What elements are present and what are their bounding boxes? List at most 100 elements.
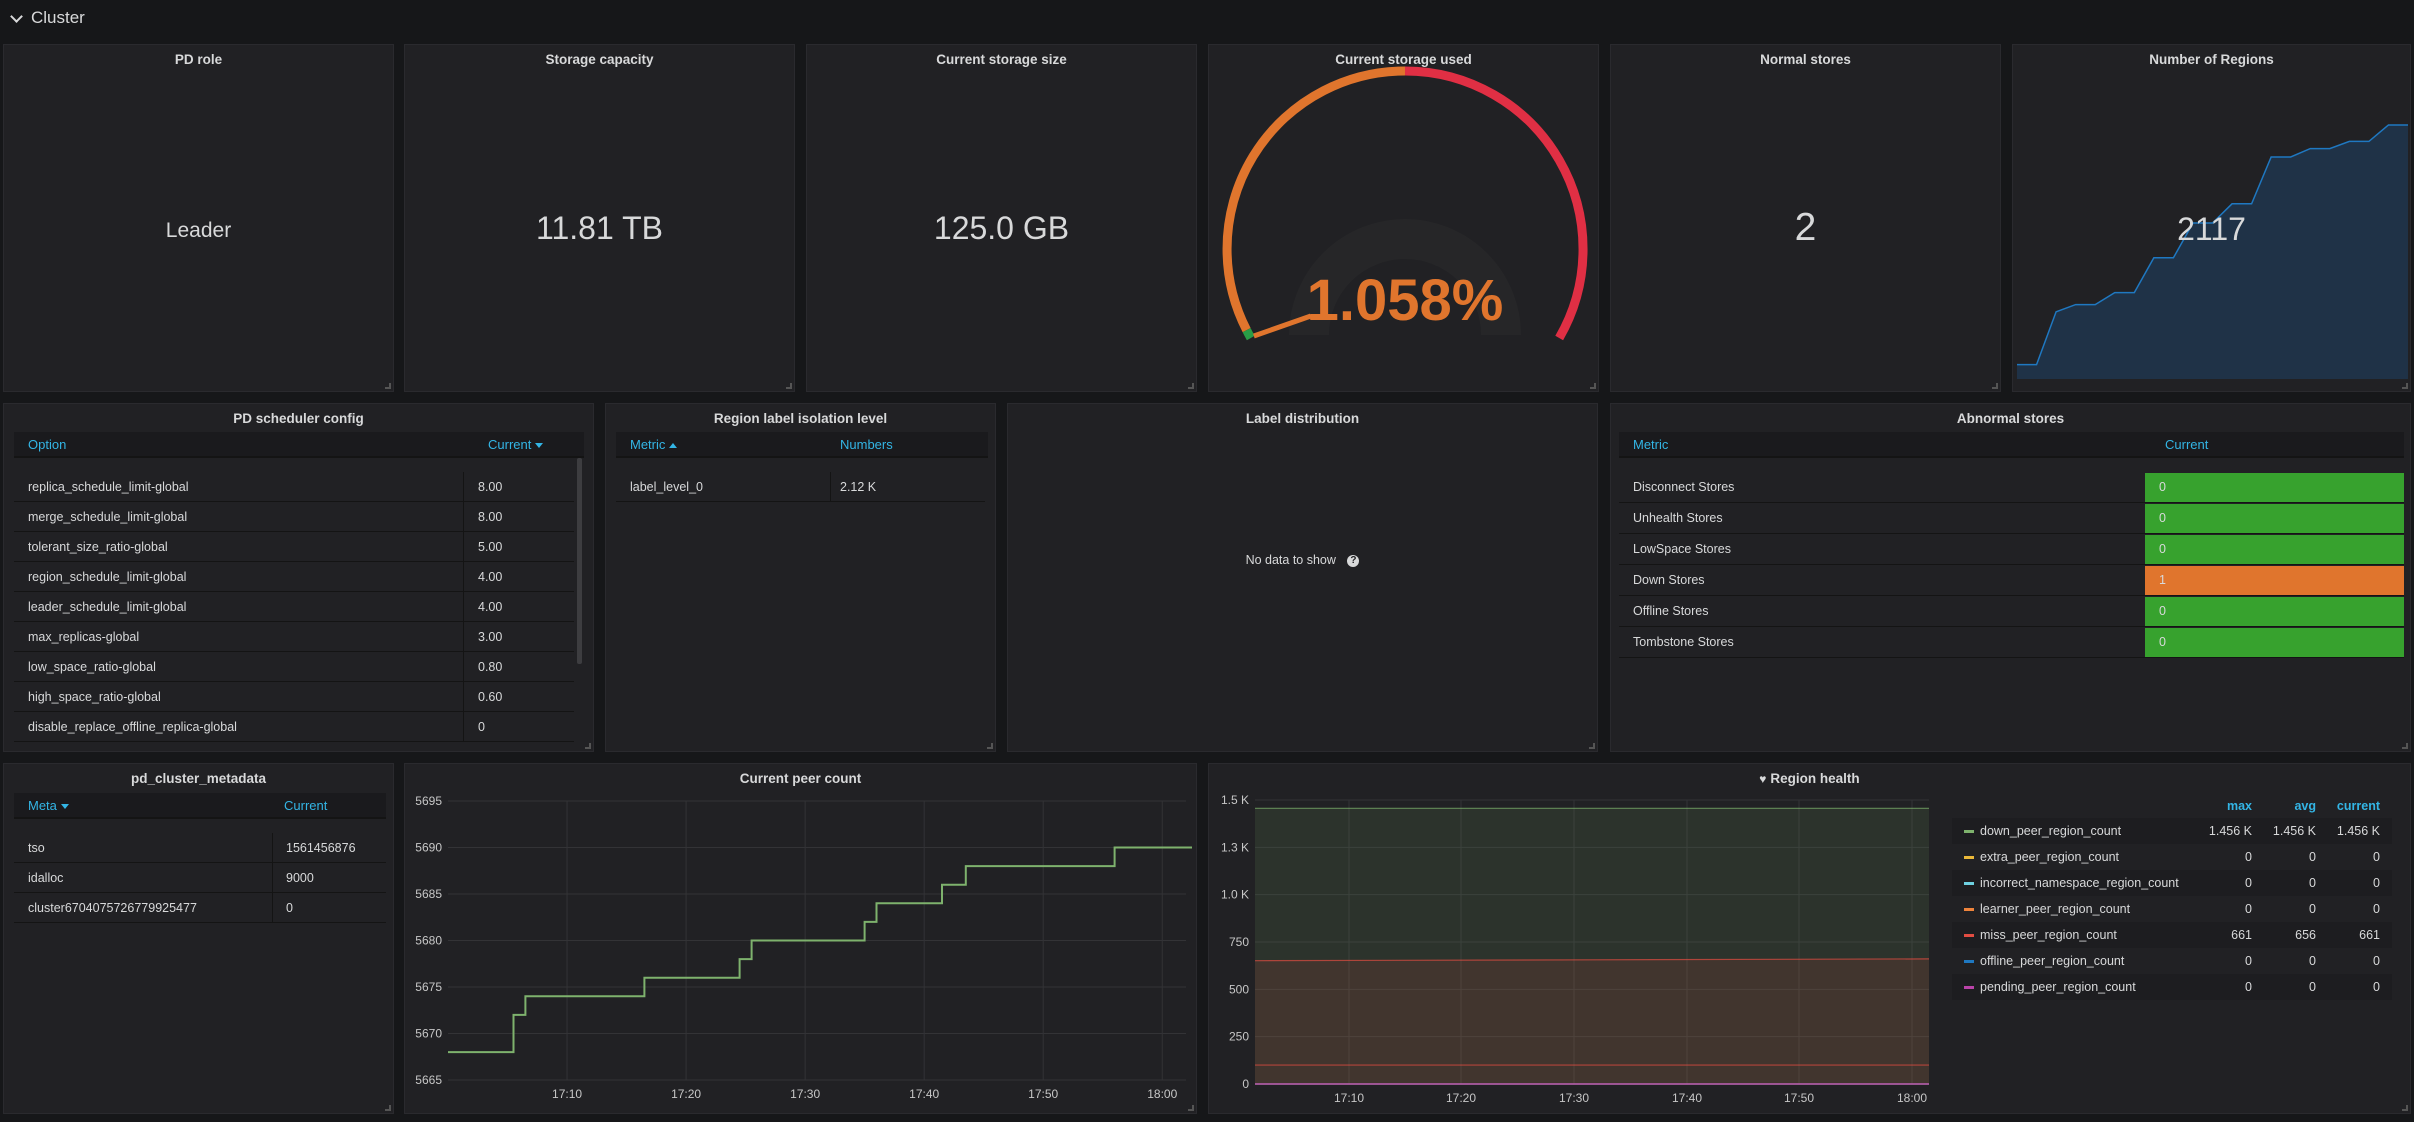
legend-item[interactable]: miss_peer_region_count 661 656 661 [1952, 922, 2392, 948]
legend-rows: down_peer_region_count 1.456 K 1.456 K 1.45… [1952, 818, 2392, 1008]
cell-current: 1561456876 [286, 841, 356, 855]
cell-option: disable_replace_offline_replica-global [28, 720, 237, 734]
current-storage-used-panel: Current storage used 1.058% [1208, 44, 1599, 392]
header-label: Numbers [840, 437, 893, 452]
gauge-inner-background [1289, 219, 1521, 336]
header-option[interactable]: Option [14, 432, 66, 458]
legend-header-max[interactable]: max [2226, 799, 2252, 813]
panel-title[interactable]: Storage capacity [545, 52, 654, 67]
legend-item[interactable]: incorrect_namespace_region_count 0 0 0 [1952, 870, 2392, 896]
header-metric[interactable]: Metric [1619, 432, 1668, 458]
cell-option: low_space_ratio-global [28, 660, 156, 674]
column-divider [463, 502, 464, 531]
legend-header-current[interactable]: current [2336, 799, 2380, 813]
current-storage-used-value: 1.058% [1306, 268, 1504, 333]
cell-current: 0 [286, 901, 293, 915]
header-numbers[interactable]: Numbers [826, 432, 893, 458]
cell-current: 8.00 [478, 480, 503, 494]
header-meta[interactable]: Meta [14, 793, 69, 819]
cell-meta: tso [28, 841, 45, 855]
cell-metric: Tombstone Stores [1633, 635, 1734, 649]
cell-current: 0 [478, 720, 485, 734]
question-circle-icon[interactable]: ? [1347, 554, 1360, 567]
legend-swatch [1964, 882, 1974, 885]
resize-handle[interactable] [1188, 1105, 1194, 1111]
panel-title[interactable]: Label distribution [1245, 411, 1360, 426]
storage-capacity-value: 11.81 TB [536, 210, 663, 246]
legend-header-avg[interactable]: avg [2294, 799, 2316, 813]
y-tick-label: 5690 [415, 841, 442, 855]
resize-handle[interactable] [987, 743, 993, 749]
table-row: replica_schedule_limit-global 8.00 [14, 472, 574, 502]
resize-handle[interactable] [1992, 383, 1998, 389]
series-area [1255, 958, 1929, 1084]
table-row: LowSpace Stores 0 [1619, 534, 2404, 565]
resize-handle[interactable] [2402, 743, 2408, 749]
table-row: idalloc 9000 [14, 863, 386, 893]
cell-option: tolerant_size_ratio-global [28, 540, 168, 554]
cluster-row-header[interactable]: Cluster [0, 0, 2414, 36]
panel-title[interactable]: Normal stores [1760, 52, 1851, 67]
table-body: replica_schedule_limit-global 8.00 merge_s… [14, 472, 574, 750]
header-metric[interactable]: Metric [616, 432, 678, 458]
region-health-panel: ♥ Region health 0 250 500 750 1.0 K 1.3 K 1.5 K… [1208, 763, 2411, 1114]
panel-title[interactable]: PD scheduler config [233, 411, 364, 426]
table-row: high_space_ratio-global 0.60 [14, 682, 574, 712]
number-of-regions-panel: Number of Regions 2117 [2012, 44, 2411, 392]
resize-handle[interactable] [385, 383, 391, 389]
panel-title[interactable]: Number of Regions [2149, 52, 2274, 67]
legend-value-avg: 0 [2309, 850, 2316, 864]
panel-title[interactable]: Current storage size [936, 52, 1067, 67]
scrollbar[interactable] [577, 458, 582, 664]
legend-value-avg: 0 [2309, 954, 2316, 968]
y-tick-label: 250 [1229, 1030, 1249, 1044]
panel-title[interactable]: ♥ Region health [1209, 764, 2410, 794]
legend-series-name: offline_peer_region_count [1980, 954, 2125, 968]
resize-handle[interactable] [1188, 383, 1194, 389]
cell-current: 3.00 [478, 630, 503, 644]
series-area [1255, 808, 1929, 1084]
resize-handle[interactable] [1589, 743, 1595, 749]
cell-meta: cluster6704075726779925477 [28, 901, 197, 915]
panel-title[interactable]: pd_cluster_metadata [130, 771, 267, 786]
header-label: Current [284, 798, 328, 813]
panel-title[interactable]: PD role [174, 52, 223, 67]
panel-title[interactable]: Current storage used [1335, 52, 1472, 67]
no-data-text: No data to show [1245, 553, 1336, 567]
legend-item[interactable]: down_peer_region_count 1.456 K 1.456 K 1.45… [1952, 818, 2392, 844]
sparkline-area [2017, 124, 2408, 380]
table-row: max_replicas-global 3.00 [14, 622, 574, 652]
chevron-down-icon[interactable] [10, 9, 23, 23]
resize-handle[interactable] [786, 383, 792, 389]
storage-capacity-panel: Storage capacity 11.81 TB [404, 44, 795, 392]
cell-metric: Unhealth Stores [1633, 511, 1723, 525]
header-current[interactable]: Current [2151, 432, 2208, 458]
current-peer-count-panel: Current peer count 5665 5670 5675 5680 5685 5… [404, 763, 1197, 1114]
legend-item[interactable]: pending_peer_region_count 0 0 0 [1952, 974, 2392, 1000]
resize-handle[interactable] [2402, 383, 2408, 389]
column-divider [463, 682, 464, 711]
resize-handle[interactable] [2402, 1105, 2408, 1111]
x-tick-label: 18:00 [1897, 1091, 1927, 1105]
panel-title[interactable]: Current peer count [739, 771, 862, 786]
resize-handle[interactable] [1590, 383, 1596, 389]
table-row: low_space_ratio-global 0.80 [14, 652, 574, 682]
cell-metric: Down Stores [1633, 573, 1705, 587]
resize-handle[interactable] [385, 1105, 391, 1111]
cell-current: 8.00 [478, 510, 503, 524]
cell-current: 0 [2145, 597, 2404, 626]
header-label: Metric [1633, 437, 1669, 452]
legend-item[interactable]: offline_peer_region_count 0 0 0 [1952, 948, 2392, 974]
header-current[interactable]: Current [474, 432, 544, 458]
legend-item[interactable]: learner_peer_region_count 0 0 0 [1952, 896, 2392, 922]
header-current[interactable]: Current [270, 793, 327, 819]
panel-title[interactable]: Region label isolation level [713, 411, 888, 426]
region-health-chart: 0 250 500 750 1.0 K 1.3 K 1.5 K 17:10 17:20 17:30… [1221, 793, 1930, 1105]
legend-item[interactable]: extra_peer_region_count 0 0 0 [1952, 844, 2392, 870]
x-tick-label: 17:30 [1559, 1091, 1589, 1105]
pd-scheduler-config-panel: PD scheduler config Option Current repli… [3, 403, 594, 752]
table-body: Disconnect Stores 0 Unhealth Stores 0 LowSpa… [1619, 472, 2404, 672]
panel-title[interactable]: Abnormal stores [1956, 411, 2065, 426]
x-tick-label: 17:40 [909, 1087, 939, 1101]
resize-handle[interactable] [585, 743, 591, 749]
